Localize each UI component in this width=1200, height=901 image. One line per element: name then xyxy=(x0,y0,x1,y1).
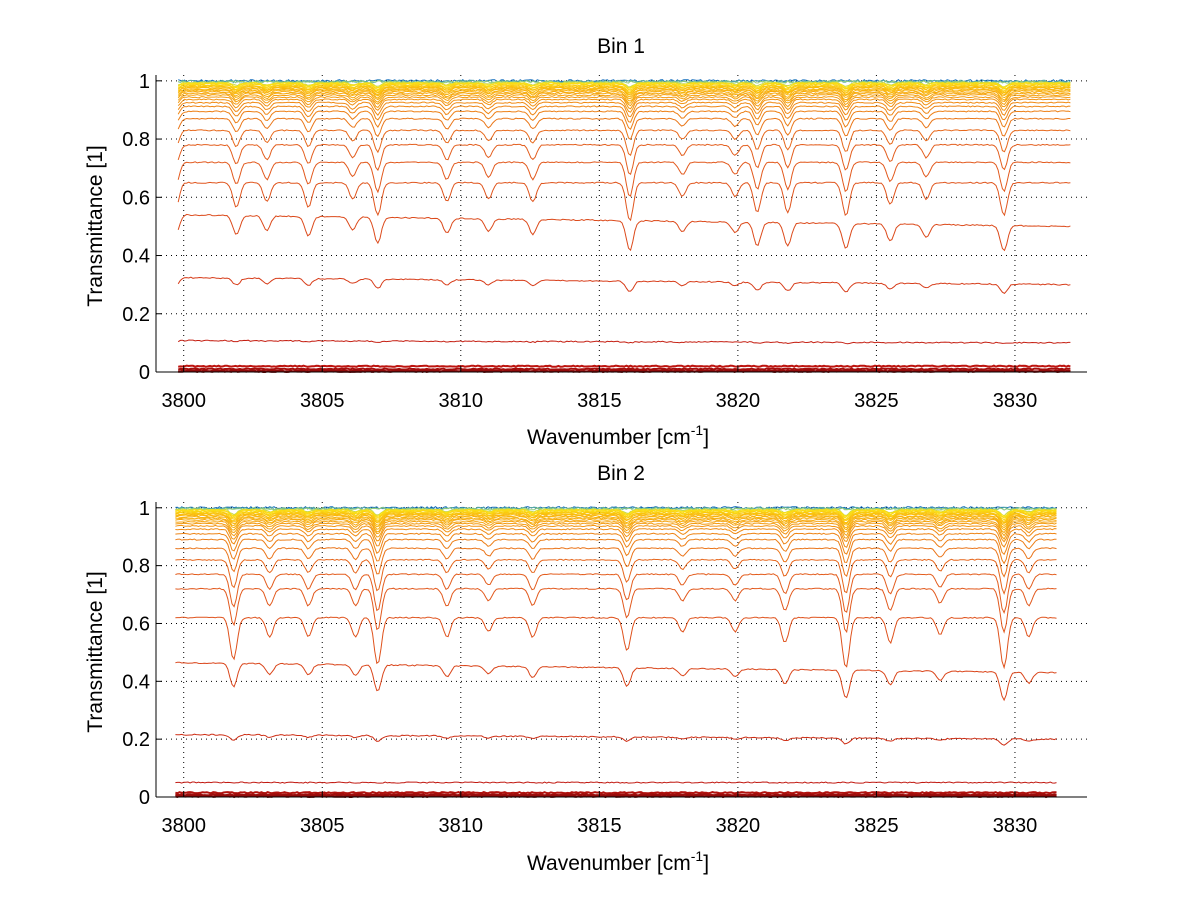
series-line xyxy=(175,514,1057,526)
series-line xyxy=(177,95,1071,110)
x-tick-label: 3825 xyxy=(854,815,899,837)
panel-bin-1: Bin 1 3800 3805 3810 3815 3820 3825 3830 00.20… xyxy=(84,35,1087,449)
x-axis-label: Wavenumber [cm-1] xyxy=(527,848,709,875)
series-line xyxy=(177,213,1071,252)
series-line xyxy=(175,515,1057,529)
series-line xyxy=(175,781,1057,784)
series-line xyxy=(177,129,1071,157)
series-line xyxy=(177,276,1071,295)
series-line xyxy=(175,522,1057,540)
series-line xyxy=(175,733,1057,746)
series-group xyxy=(177,79,1071,374)
y-tick-label: 0 xyxy=(139,362,150,384)
panel-bin-2: Bin 2 3800 3805 3810 3815 3820 3825 3830 00.20… xyxy=(84,462,1087,875)
series-line xyxy=(175,791,1057,795)
series-group xyxy=(175,505,1057,799)
series-line xyxy=(177,88,1071,98)
chart-title: Bin 2 xyxy=(597,462,645,485)
series-line xyxy=(177,89,1071,100)
series-line xyxy=(177,93,1071,107)
series-line xyxy=(177,181,1071,222)
y-tick-label: 0.8 xyxy=(122,129,150,151)
series-line xyxy=(175,528,1057,548)
y-tick-label: 0.6 xyxy=(122,187,150,209)
series-line xyxy=(175,616,1057,670)
series-line xyxy=(177,117,1071,141)
x-tick-label: 3805 xyxy=(300,815,345,837)
x-tick-labels: 3800 3805 3810 3815 3820 3825 3830 xyxy=(161,815,1037,837)
series-line xyxy=(175,532,1057,556)
y-tick-label: 0.2 xyxy=(122,729,150,751)
y-axis-label: Transmittance [1] xyxy=(84,145,107,306)
grid xyxy=(156,502,1087,798)
x-tick-label: 3810 xyxy=(439,390,484,412)
series-line xyxy=(177,143,1071,175)
x-tick-label: 3830 xyxy=(993,390,1038,412)
series-line xyxy=(175,587,1057,634)
series-line xyxy=(175,517,1057,531)
x-tick-label: 3830 xyxy=(993,815,1038,837)
series-line xyxy=(177,339,1071,345)
series-line xyxy=(178,80,1071,84)
y-tick-label: 0.4 xyxy=(122,671,150,693)
y-tick-labels: 0 0.2 0.4 0.6 0.8 1 xyxy=(122,498,150,809)
series-line xyxy=(175,573,1057,615)
y-tick-label: 0.6 xyxy=(122,613,150,635)
y-tick-label: 0.4 xyxy=(122,246,150,268)
x-tick-label: 3800 xyxy=(161,815,206,837)
axes xyxy=(155,502,1087,798)
x-tick-label: 3805 xyxy=(300,390,345,412)
y-tick-label: 1 xyxy=(139,498,150,520)
y-tick-labels: 0 0.2 0.4 0.6 0.8 1 xyxy=(122,71,150,384)
y-axis-label: Transmittance [1] xyxy=(84,571,107,732)
x-tick-label: 3820 xyxy=(716,390,761,412)
series-line xyxy=(175,520,1057,537)
series-line xyxy=(175,547,1057,578)
y-tick-label: 1 xyxy=(139,71,150,93)
chart-title: Bin 1 xyxy=(597,35,645,58)
series-line xyxy=(175,538,1057,565)
x-tick-label: 3815 xyxy=(577,815,622,837)
series-line xyxy=(175,558,1057,596)
series-line xyxy=(175,661,1057,702)
series-line xyxy=(177,367,1071,371)
series-line xyxy=(178,364,1071,368)
x-axis-label: Wavenumber [cm-1] xyxy=(527,422,709,449)
axes xyxy=(155,75,1087,373)
series-line xyxy=(177,92,1071,104)
series-line xyxy=(177,161,1071,197)
series-line xyxy=(177,110,1071,130)
series-line xyxy=(177,98,1071,113)
x-tick-label: 3820 xyxy=(716,815,761,837)
x-tick-label: 3810 xyxy=(439,815,484,837)
x-tick-label: 3800 xyxy=(161,390,206,412)
y-tick-label: 0.8 xyxy=(122,556,150,578)
series-line xyxy=(177,101,1071,118)
y-tick-label: 0.2 xyxy=(122,304,150,326)
y-tick-label: 0 xyxy=(139,787,150,809)
series-line xyxy=(177,105,1071,123)
x-tick-label: 3825 xyxy=(854,390,899,412)
series-line xyxy=(175,524,1057,543)
series-line xyxy=(175,518,1057,534)
x-tick-label: 3815 xyxy=(577,390,622,412)
x-tick-labels: 3800 3805 3810 3815 3820 3825 3830 xyxy=(161,390,1037,412)
series-line xyxy=(175,510,1057,521)
